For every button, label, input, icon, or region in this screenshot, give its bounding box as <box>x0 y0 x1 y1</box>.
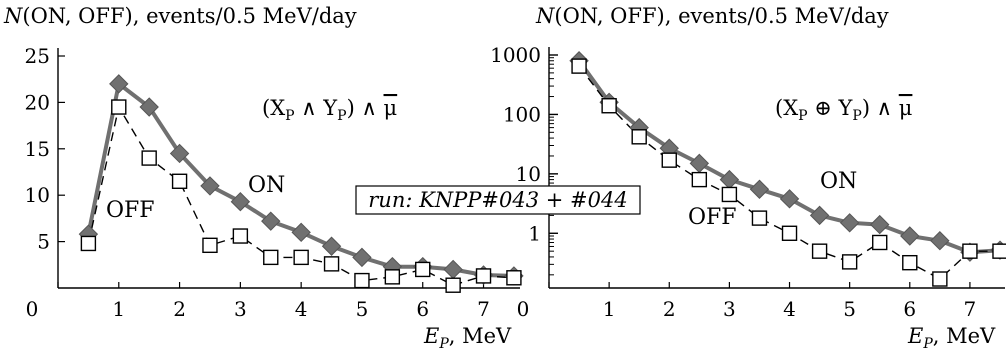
x-tick-label: 7 <box>964 297 977 321</box>
y-tick-label: 15 <box>25 137 50 161</box>
off-point <box>661 152 677 168</box>
on-point <box>261 211 281 231</box>
x-tick-label: 7 <box>477 297 490 321</box>
on-point <box>291 222 311 243</box>
x-tick-label: 3 <box>234 297 247 321</box>
y-tick-label: 5 <box>37 230 50 254</box>
off-point <box>263 249 279 266</box>
off-point <box>475 268 492 284</box>
left-annotation: (XP ∧ YP) ∧ μ <box>262 96 397 124</box>
on-point <box>169 143 190 164</box>
on-point <box>719 169 740 190</box>
x-tick-label: 2 <box>663 297 676 321</box>
off-point <box>384 269 401 285</box>
on-point <box>870 214 890 235</box>
on-point <box>809 205 830 226</box>
on-point <box>749 179 770 199</box>
right-plot: 0 1 2 3 4 5 6 7 1 10 100 1000 <box>490 43 1006 321</box>
on-point <box>352 247 372 268</box>
series-on-line <box>577 59 1001 255</box>
left-on-label: ON <box>248 173 285 198</box>
off-point <box>902 254 918 271</box>
off-point <box>293 249 309 266</box>
off-point <box>691 171 708 188</box>
y-tick-label: 10 <box>516 162 541 186</box>
off-point <box>751 210 768 226</box>
on-point <box>109 74 129 94</box>
y-tick-label: 10 <box>25 183 50 207</box>
on-point <box>779 189 800 209</box>
off-point <box>781 225 798 241</box>
left-xlabel: EP, MeV <box>423 324 512 352</box>
y-tick-label: 1000 <box>490 43 541 67</box>
off-point <box>811 243 828 259</box>
off-point <box>111 99 127 115</box>
off-point <box>872 234 888 251</box>
on-point <box>900 226 920 246</box>
x-tick-label: 4 <box>783 297 796 321</box>
off-point <box>721 186 738 203</box>
on-point <box>930 230 950 251</box>
right-ylabel: N(ON, OFF), events/0.5 MeV/day <box>535 4 889 28</box>
off-point <box>631 129 647 145</box>
left-off-label: OFF <box>106 198 155 223</box>
x-tick-label: 6 <box>416 297 429 321</box>
y-tick-label: 25 <box>25 44 50 68</box>
on-point <box>139 97 159 117</box>
x-tick-label: 6 <box>903 297 916 321</box>
on-point <box>230 191 251 212</box>
y-tick-label: 100 <box>503 102 541 126</box>
on-point <box>200 176 220 196</box>
on-point <box>443 259 463 280</box>
x-tick-label: 5 <box>843 297 856 321</box>
run-box: run: KNPP#043 + #044 <box>355 185 641 215</box>
off-point <box>962 243 978 259</box>
on-point <box>321 236 342 256</box>
off-point <box>171 173 188 189</box>
left-plot: 0 1 2 3 4 5 6 7 5 10 15 20 25 <box>25 44 524 321</box>
right-xlabel: EP, MeV <box>907 324 996 352</box>
x-tick-label: 1 <box>112 297 125 321</box>
off-point <box>841 254 858 270</box>
off-point <box>354 272 370 289</box>
on-point <box>839 213 860 233</box>
run-box-text: run: KNPP#043 + #044 <box>368 188 627 212</box>
off-point <box>992 243 1006 259</box>
right-annotation: (XP ⊕ YP) ∧ μ <box>775 96 912 124</box>
x-tick-label: 5 <box>356 297 369 321</box>
x-tick-label: 2 <box>173 297 186 321</box>
off-point <box>202 237 218 254</box>
on-point <box>689 153 710 174</box>
y-tick-label: 1 <box>528 221 541 245</box>
left-ylabel: N(ON, OFF), events/0.5 MeV/day <box>3 4 357 28</box>
off-point <box>445 277 461 293</box>
off-point <box>415 261 431 278</box>
x-tick-label: 4 <box>295 297 308 321</box>
y-tick-label: 20 <box>25 90 50 114</box>
right-on-label: ON <box>820 169 857 194</box>
x-tick-label: 0 <box>517 297 530 321</box>
x-tick-label: 3 <box>723 297 736 321</box>
x-tick-label: 0 <box>26 297 39 321</box>
off-point <box>506 270 522 286</box>
off-point <box>571 58 587 74</box>
off-point <box>932 271 948 287</box>
off-point <box>141 150 157 166</box>
right-off-label: OFF <box>688 205 737 230</box>
off-point <box>80 235 97 252</box>
off-point <box>232 228 249 244</box>
x-tick-label: 1 <box>603 297 616 321</box>
off-point <box>323 256 340 272</box>
off-point <box>601 98 617 114</box>
